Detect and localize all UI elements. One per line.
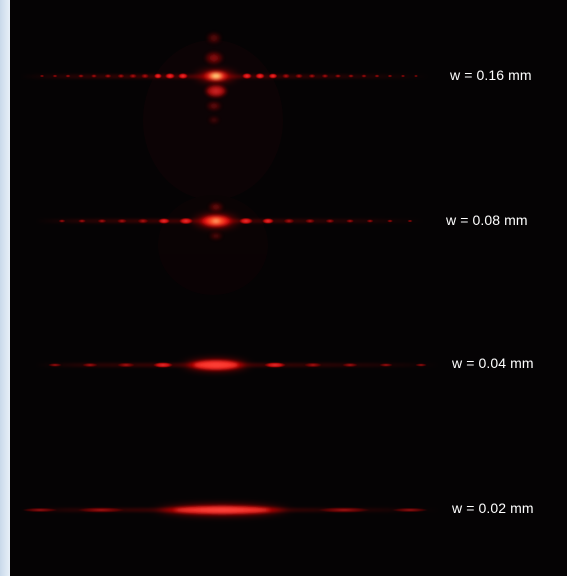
slit-width-label-1: w = 0.16 mm <box>450 67 532 83</box>
diffraction-row-1 <box>20 32 430 124</box>
diffraction-row-3 <box>35 357 440 373</box>
slit-width-label-4: w = 0.02 mm <box>452 500 534 516</box>
slit-width-label-3: w = 0.04 mm <box>452 355 534 371</box>
slit-width-label-2: w = 0.08 mm <box>446 212 528 228</box>
diffraction-photo <box>10 0 567 576</box>
diffraction-row-2 <box>35 202 425 240</box>
diffraction-row-4 <box>20 502 440 518</box>
